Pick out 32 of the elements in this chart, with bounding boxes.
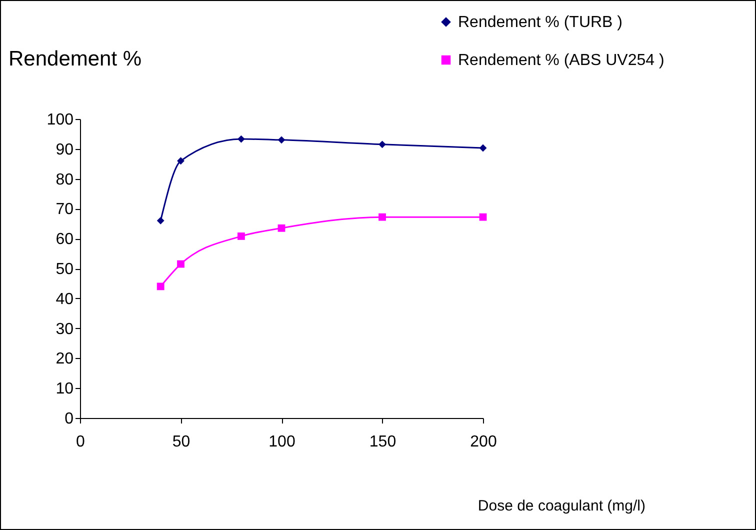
y-tick-label: 0 (64, 410, 74, 428)
point (278, 136, 286, 144)
point (378, 213, 386, 221)
x-axis-title: Dose de coagulant (mg/l) (478, 498, 646, 514)
point (479, 213, 487, 221)
point (479, 144, 487, 152)
point (378, 140, 386, 148)
y-tick-label: 70 (56, 201, 74, 218)
y-tick-label: 30 (56, 320, 74, 338)
point (278, 224, 286, 232)
y-tick-label: 50 (56, 261, 74, 278)
y-tick-label: 40 (56, 290, 74, 308)
y-tick-label: 60 (56, 231, 74, 248)
point (156, 282, 164, 290)
x-tick-label: 0 (76, 434, 86, 450)
point (177, 260, 184, 268)
y-tick-label: 20 (56, 350, 74, 368)
y-tick-label: 10 (56, 380, 74, 398)
x-tick-label: 50 (172, 434, 190, 450)
legend-label: Rendement % (TURB ) (458, 14, 622, 31)
y-tick-label: 90 (56, 141, 74, 158)
x-tick-label: 150 (369, 434, 396, 450)
y-tick-label: 100 (46, 112, 74, 128)
point (156, 216, 164, 224)
point (237, 135, 245, 143)
point (177, 157, 184, 165)
y-tick-label: 80 (56, 171, 74, 188)
x-tick-label: 100 (268, 434, 296, 450)
x-tick-label: 200 (470, 434, 497, 450)
point (237, 232, 245, 240)
legend-label: Rendement % (ABS UV254 ) (458, 52, 664, 69)
y-axis-title: Rendement % (8, 48, 142, 70)
